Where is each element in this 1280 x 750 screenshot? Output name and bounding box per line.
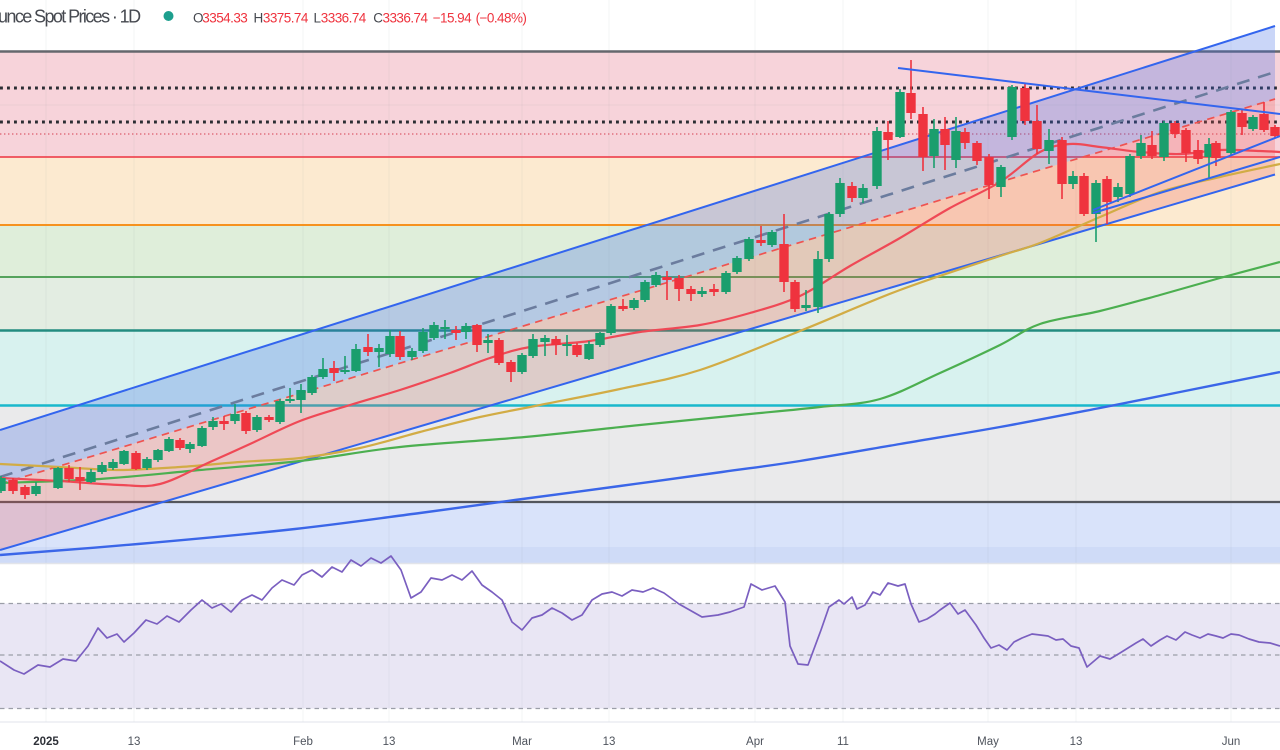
svg-text:2025: 2025 bbox=[33, 736, 59, 748]
svg-text:3375.74: 3375.74 bbox=[263, 11, 309, 26]
svg-text:13: 13 bbox=[383, 736, 396, 748]
svg-text:3354.33: 3354.33 bbox=[202, 11, 247, 26]
svg-text:Jun: Jun bbox=[1222, 736, 1241, 748]
svg-text:Feb: Feb bbox=[293, 736, 313, 748]
svg-text:unce Spot Prices · 1D: unce Spot Prices · 1D bbox=[0, 7, 141, 27]
svg-text:Apr: Apr bbox=[746, 736, 764, 748]
svg-text:May: May bbox=[977, 736, 999, 748]
svg-text:O: O bbox=[193, 11, 203, 26]
svg-text:−15.94: −15.94 bbox=[433, 11, 472, 26]
svg-text:13: 13 bbox=[603, 736, 616, 748]
svg-text:C: C bbox=[373, 11, 383, 26]
svg-text:L: L bbox=[314, 11, 322, 26]
svg-text:13: 13 bbox=[128, 736, 141, 748]
svg-text:Mar: Mar bbox=[512, 736, 532, 748]
svg-text:H: H bbox=[254, 11, 263, 26]
svg-text:(−0.48%): (−0.48%) bbox=[476, 11, 527, 26]
svg-text:3336.74: 3336.74 bbox=[383, 11, 429, 26]
svg-text:13: 13 bbox=[1070, 736, 1083, 748]
svg-text:11: 11 bbox=[837, 736, 849, 748]
svg-text:3336.74: 3336.74 bbox=[321, 11, 367, 26]
